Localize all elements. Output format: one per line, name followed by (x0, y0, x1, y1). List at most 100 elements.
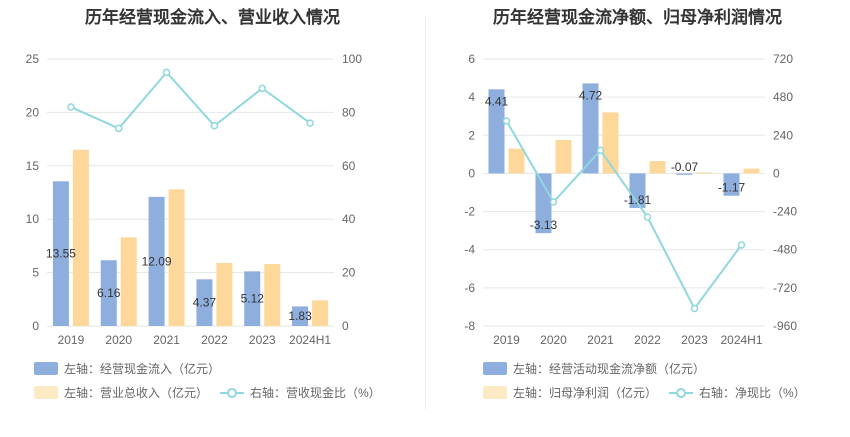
y-left-tick-label: 4 (468, 90, 475, 104)
ratio-line-point (549, 198, 558, 206)
bar-data-label: -0.07 (671, 160, 699, 174)
ratio-line-point (258, 84, 266, 93)
bar-data-label: 4.72 (579, 88, 603, 102)
legend-left-series-2[interactable]: 左轴：营业总收入（亿元） (34, 384, 208, 401)
legend-right-series-1[interactable]: 左轴：经营活动现金流净额（亿元） (483, 360, 705, 377)
y-right-tick-label: 480 (773, 90, 793, 104)
y-left-tick-label: 0 (32, 319, 39, 333)
panel-divider (425, 18, 426, 410)
y-left-tick-label: 15 (26, 159, 40, 173)
legend-label: 左轴：营业总收入（亿元） (64, 386, 209, 400)
chart-left-title: 历年经营现金流入、营业收入情况 (85, 8, 340, 27)
y-left-tick-label: -2 (464, 205, 475, 219)
ratio-line (505, 120, 743, 311)
y-left-tick-label: -6 (464, 281, 475, 295)
ratio-line-point (115, 124, 123, 133)
legend-swatch-orange (483, 386, 507, 399)
y-right-tick-label: -480 (773, 243, 797, 257)
x-tick-label: 2022 (201, 333, 228, 347)
bar-secondary (72, 149, 89, 326)
bar-data-label: 4.37 (193, 296, 217, 310)
ratio-line-point (690, 304, 699, 313)
y-right-tick-label: 40 (342, 212, 356, 226)
bar-data-label: 1.83 (288, 309, 312, 323)
y-right-tick-label: -720 (773, 281, 797, 295)
bar-data-label: 13.55 (46, 247, 76, 261)
bar-primary (292, 306, 309, 326)
ratio-line-point (737, 241, 746, 249)
chart-left-plot: 0 5 10 15 20 25 0 20 40 60 80 100 2019 2020 2021 2022 20… (26, 52, 363, 347)
x-tick-label: 2021 (587, 333, 614, 347)
y-right-tick-label: -240 (773, 205, 797, 219)
bar-primary (100, 260, 117, 326)
legend-line-icon (669, 386, 693, 399)
y-right-tick-label: 0 (342, 319, 349, 333)
x-tick-label: 2020 (540, 333, 567, 347)
ratio-line-point (306, 119, 314, 127)
legend-swatch-orange (34, 386, 58, 399)
legend-swatch-blue (34, 362, 58, 375)
x-tick-label: 2019 (493, 333, 520, 347)
bar-primary (629, 173, 646, 208)
bar-primary (148, 196, 165, 326)
bar-secondary (216, 262, 233, 326)
y-right-tick-label: 100 (342, 52, 362, 66)
bar-primary (582, 83, 599, 174)
legend-right-series-2[interactable]: 左轴：归母净利润（亿元） (483, 384, 657, 401)
ratio-line-point (643, 213, 652, 221)
y-right-tick-label: -960 (773, 319, 797, 333)
x-tick-label: 2024H1 (289, 333, 331, 347)
legend-left-series-3[interactable]: 右轴：营收现金比（%） (220, 384, 381, 401)
bar-secondary (264, 264, 281, 326)
bar-primary (676, 173, 693, 175)
bar-data-label: 6.16 (97, 286, 121, 300)
bar-primary (488, 89, 505, 174)
y-left-tick-label: -8 (464, 319, 475, 333)
ratio-line-point (210, 122, 219, 130)
bar-secondary (508, 148, 525, 174)
bar-secondary (312, 300, 329, 326)
bar-data-label: 12.09 (142, 254, 172, 268)
x-tick-label: 2023 (249, 333, 276, 347)
bar-primary (52, 181, 69, 326)
x-tick-label: 2022 (634, 333, 661, 347)
chart-left: 历年经营现金流入、营业收入情况 0 5 10 15 20 25 0 20 40 60 80 100 20… (26, 8, 381, 401)
bar-secondary (743, 168, 760, 174)
legend-label: 左轴：经营现金流入（亿元） (64, 362, 221, 376)
x-tick-label: 2023 (681, 333, 708, 347)
ratio-line-point (596, 146, 605, 155)
chart-right-plot: -8 -6 -4 -2 0 2 4 6 -960 -720 -480 -240 0 240 480 720 20… (464, 52, 797, 347)
legend-label: 左轴：经营活动现金流净额（亿元） (513, 362, 706, 376)
y-left-tick-label: 10 (26, 212, 40, 226)
y-right-tick-label: 240 (773, 128, 793, 142)
bar-primary (723, 173, 740, 196)
y-right-tick-label: 0 (773, 166, 780, 180)
ratio-line (70, 70, 311, 130)
y-right-tick-label: 20 (342, 266, 356, 280)
y-left-tick-label: 5 (32, 266, 39, 280)
chart-right: 历年经营现金流净额、归母净利润情况 -8 -6 -4 -2 0 2 4 6 -960 -720 -4… (425, 0, 850, 437)
y-right-tick-label: 720 (773, 52, 793, 66)
legend-left-series-1[interactable]: 左轴：经营现金流入（亿元） (34, 360, 220, 377)
legend-label: 右轴：净现比（%） (699, 386, 806, 400)
legend-right-series-3[interactable]: 右轴：净现比（%） (669, 384, 806, 401)
bar-data-label: 4.41 (485, 94, 509, 108)
bar-data-label: 5.12 (241, 292, 265, 306)
x-tick-label: 2019 (58, 333, 85, 347)
bar-data-label: -3.13 (530, 218, 558, 232)
x-tick-label: 2024H1 (720, 333, 762, 347)
y-right-tick-label: 60 (342, 159, 356, 173)
legend-label: 左轴：归母净利润（亿元） (513, 386, 658, 400)
bar-data-label: -1.17 (718, 181, 746, 195)
y-right-tick-label: 80 (342, 105, 356, 119)
ratio-line-point (67, 103, 75, 111)
bar-secondary (555, 140, 572, 174)
y-left-tick-label: 0 (468, 166, 475, 180)
y-left-tick-label: -4 (464, 243, 475, 257)
legend-line-icon (220, 386, 244, 399)
legend-label: 右轴：营收现金比（%） (250, 386, 381, 400)
y-left-tick-label: 2 (468, 128, 475, 142)
x-tick-label: 2021 (153, 333, 180, 347)
bar-primary (535, 173, 552, 234)
chart-right-title: 历年经营现金流净额、归母净利润情况 (493, 8, 782, 27)
